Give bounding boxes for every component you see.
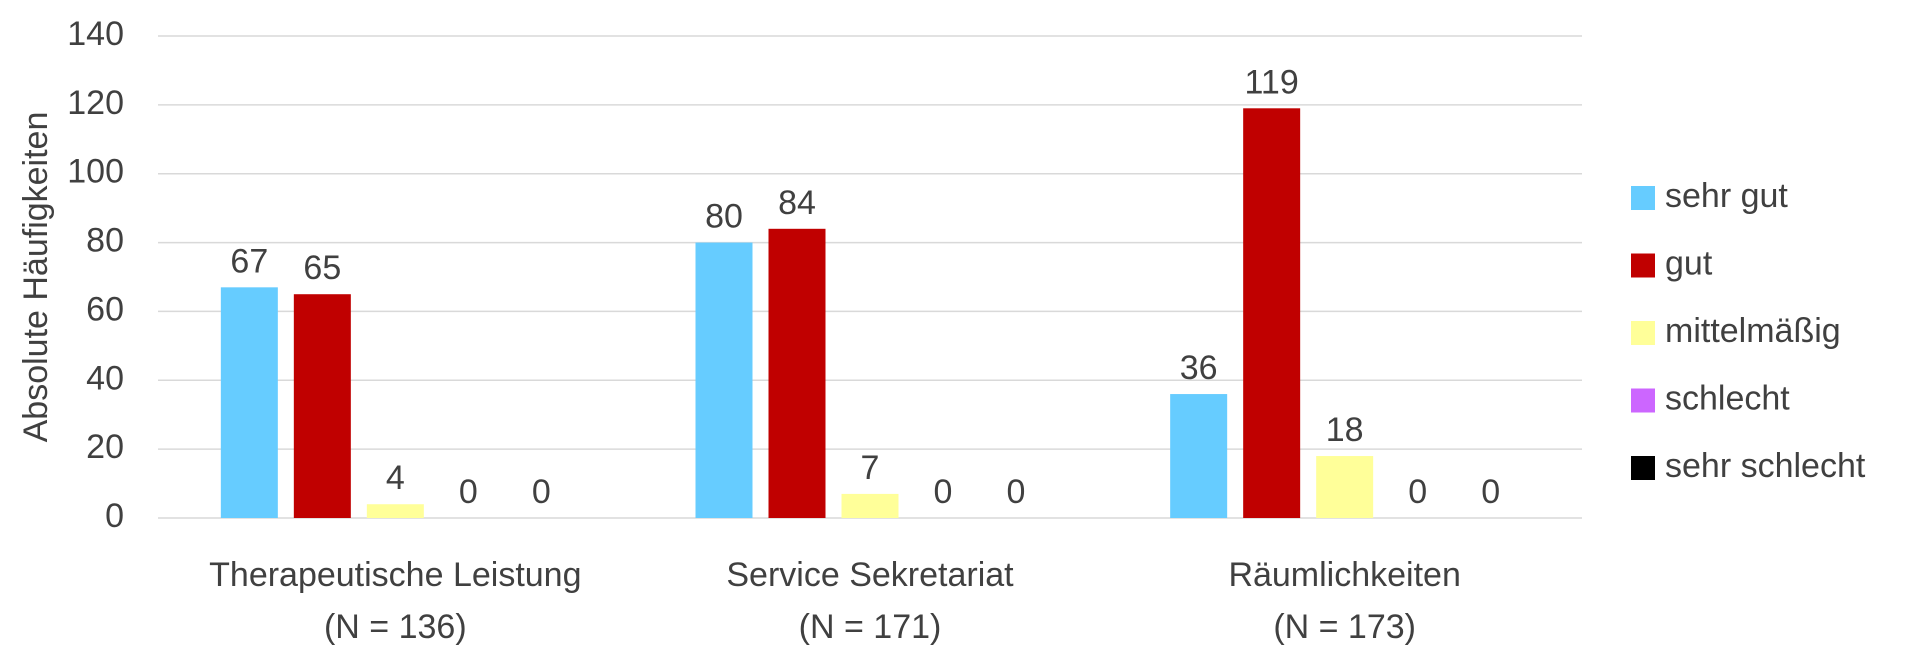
bar: [1316, 456, 1374, 518]
legend-swatch: [1631, 321, 1655, 345]
value-label: 4: [386, 459, 405, 497]
legend-label: sehr schlecht: [1665, 447, 1866, 485]
value-label: 0: [1007, 473, 1026, 511]
x-tick-label-line: Service Sekretariat: [726, 556, 1014, 594]
x-tick-label: Räumlichkeiten (N = 173): [1228, 556, 1460, 646]
y-tick-label: 100: [67, 153, 124, 191]
legend-swatch: [1631, 253, 1655, 278]
value-label: 18: [1326, 411, 1364, 449]
y-tick-label: 120: [67, 84, 124, 122]
value-label: 0: [934, 473, 953, 511]
bar: [1170, 394, 1228, 518]
y-tick-label: 0: [105, 497, 124, 535]
bar: [695, 242, 753, 519]
x-tick-label-line: Räumlichkeiten: [1228, 556, 1460, 594]
bar: [768, 228, 826, 519]
legend-swatch: [1631, 186, 1655, 210]
bar: [841, 493, 899, 518]
value-label: 0: [459, 473, 478, 511]
y-tick-label: 20: [86, 428, 124, 466]
value-label: 84: [778, 184, 816, 222]
legend-swatch: [1631, 388, 1655, 413]
y-tick-label: 60: [86, 290, 124, 328]
value-label: 119: [1245, 63, 1299, 101]
x-tick-label-line: Therapeutische Leistung: [209, 556, 581, 594]
bar: [293, 294, 351, 518]
x-tick-label: Therapeutische Leistung (N = 136): [209, 556, 581, 646]
value-label: 7: [861, 449, 880, 487]
bar: [1243, 108, 1301, 519]
legend-label: mittelmäßig: [1665, 312, 1841, 350]
y-tick-label: 80: [86, 222, 124, 260]
value-label: 65: [303, 249, 341, 287]
bar: [220, 287, 278, 518]
bar: [366, 504, 424, 518]
x-tick-label-line: (N = 171): [799, 608, 942, 646]
legend-label: sehr gut: [1665, 177, 1788, 215]
y-tick-label: 140: [67, 15, 124, 53]
value-label: 36: [1180, 349, 1218, 387]
value-label: 0: [1481, 473, 1500, 511]
value-label: 0: [532, 473, 551, 511]
value-label: 0: [1408, 473, 1427, 511]
legend-label: gut: [1665, 244, 1713, 282]
legend-swatch: [1631, 456, 1655, 480]
x-tick-label-line: (N = 173): [1273, 608, 1416, 646]
value-label: 67: [230, 242, 268, 280]
x-tick-label-line: (N = 136): [324, 608, 467, 646]
y-tick-label: 40: [86, 359, 124, 397]
legend-label: schlecht: [1665, 379, 1790, 417]
x-tick-label: Service Sekretariat (N = 171): [726, 556, 1014, 646]
y-axis-label: Absolute Häufigkeiten: [17, 112, 55, 443]
value-label: 80: [705, 198, 743, 236]
